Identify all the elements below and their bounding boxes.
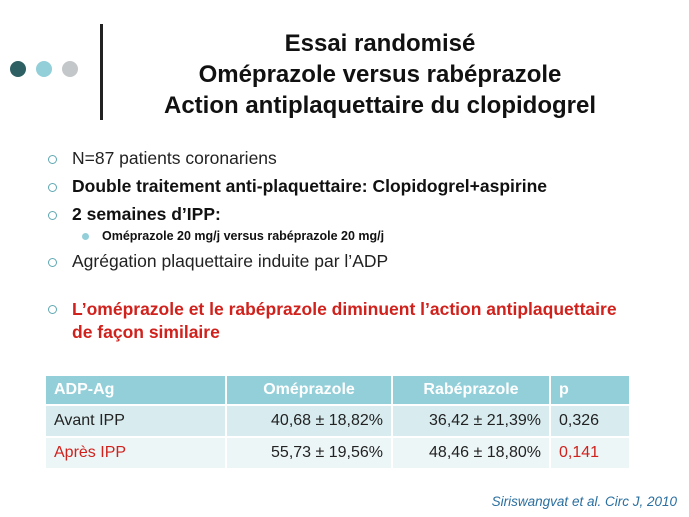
citation: Siriswangvat et al. Circ J, 2010 bbox=[491, 494, 677, 509]
table-header: ADP-Ag bbox=[46, 376, 227, 405]
results-table: ADP-Ag Oméprazole Rabéprazole p Avant IP… bbox=[46, 376, 631, 468]
table-row: Après IPP 55,73 ± 19,56% 48,46 ± 18,80% … bbox=[46, 436, 631, 468]
table-cell: 40,68 ± 18,82% bbox=[226, 404, 393, 437]
title-line-3: Action antiplaquettaire du clopidogrel bbox=[163, 92, 597, 119]
light-teal-dot-icon bbox=[36, 61, 52, 77]
bullet-ring-icon bbox=[48, 183, 57, 192]
sub-bullet-doses: Oméprazole 20 mg/j versus rabéprazole 20… bbox=[48, 229, 678, 243]
table-cell: 36,42 ± 21,39% bbox=[392, 404, 551, 437]
table-header: Rabéprazole bbox=[392, 376, 551, 405]
bullet-double-treatment: Double traitement anti-plaquettaire: Clo… bbox=[48, 176, 678, 197]
title-line-1: Essai randomisé bbox=[284, 30, 476, 57]
table-cell: 55,73 ± 19,56% bbox=[226, 436, 393, 468]
title-line-2: Oméprazole versus rabéprazole bbox=[198, 61, 562, 88]
title-divider bbox=[100, 24, 103, 120]
bullet-ring-icon bbox=[48, 155, 57, 164]
bullet-aggregation: Agrégation plaquettaire induite par l’AD… bbox=[48, 251, 678, 272]
slide-title: Essai randomisé Oméprazole versus rabépr… bbox=[110, 28, 650, 121]
grey-dot-icon bbox=[62, 61, 78, 77]
bullet-list: N=87 patients coronariens Double traitem… bbox=[48, 148, 678, 344]
bullet-patients: N=87 patients coronariens bbox=[48, 148, 678, 169]
dark-teal-dot-icon bbox=[10, 61, 26, 77]
bullet-ring-icon bbox=[48, 258, 57, 267]
table-header: p bbox=[550, 376, 631, 405]
sub-bullet-dot-icon bbox=[82, 233, 89, 240]
table-cell: 0,326 bbox=[550, 404, 631, 437]
table-cell: 48,46 ± 18,80% bbox=[392, 436, 551, 468]
decorative-dots bbox=[10, 61, 78, 77]
table-header: Oméprazole bbox=[226, 376, 393, 405]
table-row: Avant IPP 40,68 ± 18,82% 36,42 ± 21,39% … bbox=[46, 404, 631, 437]
bullet-conclusion: L’oméprazole et le rabéprazole diminuent… bbox=[48, 298, 632, 344]
bullet-ipp-duration: 2 semaines d’IPP: bbox=[48, 204, 678, 225]
table-cell: Après IPP bbox=[46, 436, 227, 468]
table-header-row: ADP-Ag Oméprazole Rabéprazole p bbox=[46, 376, 631, 405]
table-cell: Avant IPP bbox=[46, 404, 227, 437]
bullet-ring-icon bbox=[48, 305, 57, 314]
bullet-ring-icon bbox=[48, 211, 57, 220]
table-cell: 0,141 bbox=[550, 436, 631, 468]
